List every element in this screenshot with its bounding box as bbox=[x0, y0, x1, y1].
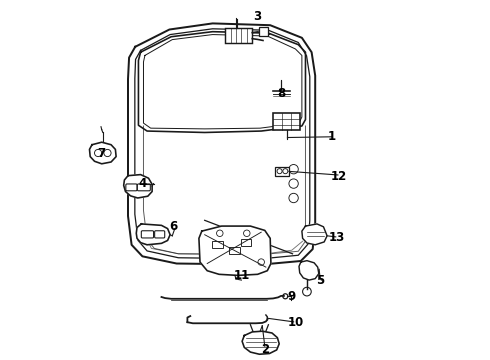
Polygon shape bbox=[90, 142, 116, 164]
FancyBboxPatch shape bbox=[126, 184, 137, 191]
FancyBboxPatch shape bbox=[141, 231, 153, 238]
Polygon shape bbox=[299, 261, 319, 280]
FancyBboxPatch shape bbox=[155, 231, 165, 238]
FancyBboxPatch shape bbox=[259, 27, 269, 36]
Text: 13: 13 bbox=[329, 231, 345, 244]
Text: 6: 6 bbox=[169, 220, 177, 233]
Bar bbox=[229, 247, 240, 254]
Text: 3: 3 bbox=[253, 10, 262, 23]
Bar bbox=[212, 241, 223, 248]
Text: 1: 1 bbox=[327, 130, 336, 143]
Text: 12: 12 bbox=[330, 170, 347, 183]
FancyBboxPatch shape bbox=[274, 167, 289, 176]
Text: 10: 10 bbox=[287, 316, 303, 329]
Text: 2: 2 bbox=[261, 343, 269, 356]
Polygon shape bbox=[242, 331, 279, 354]
Polygon shape bbox=[302, 224, 327, 245]
Text: 4: 4 bbox=[138, 177, 147, 190]
Polygon shape bbox=[199, 226, 271, 275]
Bar bbox=[241, 239, 251, 246]
FancyBboxPatch shape bbox=[137, 184, 150, 191]
Polygon shape bbox=[136, 224, 170, 245]
Text: 7: 7 bbox=[97, 147, 105, 159]
Text: 9: 9 bbox=[288, 291, 296, 303]
FancyBboxPatch shape bbox=[225, 28, 252, 43]
Text: 11: 11 bbox=[233, 269, 249, 282]
Polygon shape bbox=[123, 175, 152, 198]
Text: 8: 8 bbox=[277, 87, 285, 100]
Text: 5: 5 bbox=[317, 274, 325, 287]
FancyBboxPatch shape bbox=[273, 113, 300, 130]
